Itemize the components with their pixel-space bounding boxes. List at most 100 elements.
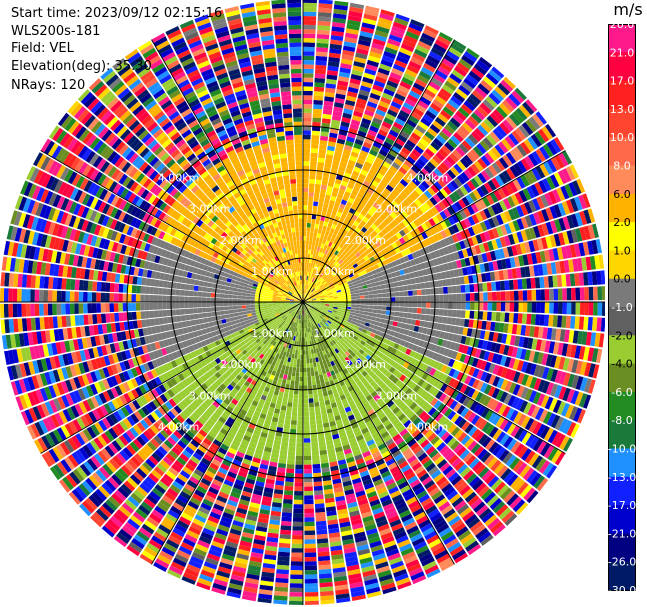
velocity-gate [410, 278, 416, 285]
velocity-gate [322, 318, 327, 323]
velocity-gate [341, 342, 347, 348]
velocity-gate [381, 293, 387, 298]
velocity-gate [303, 192, 309, 197]
velocity-gate [367, 226, 375, 234]
velocity-gate [271, 398, 277, 404]
velocity-gate [423, 321, 429, 328]
velocity-gate [334, 316, 340, 320]
velocity-gate [326, 78, 337, 85]
velocity-gate [491, 177, 501, 189]
velocity-gate [451, 350, 458, 360]
velocity-gate [344, 253, 350, 259]
velocity-gate [317, 365, 322, 371]
velocity-gate [406, 496, 418, 506]
velocity-gate [359, 423, 367, 431]
velocity-gate [562, 387, 571, 402]
velocity-gate [369, 149, 378, 157]
velocity-gate [400, 106, 412, 115]
velocity-gate [268, 406, 275, 413]
velocity-gate [329, 257, 334, 263]
velocity-gate [459, 230, 467, 240]
velocity-gate [359, 275, 365, 280]
velocity-gate [430, 469, 442, 480]
velocity-gate [323, 335, 327, 340]
velocity-gate [462, 396, 471, 407]
velocity-gate [429, 367, 437, 376]
velocity-gate [424, 480, 435, 490]
velocity-gate [420, 282, 426, 289]
velocity-gate [342, 149, 351, 156]
velocity-gate [275, 476, 285, 482]
velocity-gate [355, 458, 365, 465]
velocity-gate [308, 292, 313, 296]
velocity-gate [538, 180, 548, 194]
velocity-gate [437, 415, 447, 425]
velocity-gate [318, 0, 333, 5]
velocity-gate [431, 490, 443, 501]
velocity-gate [341, 290, 346, 294]
velocity-gate [245, 519, 257, 526]
velocity-gate [340, 286, 345, 290]
velocity-gate [326, 444, 335, 450]
velocity-gate [518, 336, 525, 348]
velocity-gate [418, 121, 429, 131]
velocity-gate [371, 474, 382, 483]
velocity-gate [304, 512, 315, 518]
velocity-gate [401, 76, 414, 86]
velocity-gate [314, 82, 325, 88]
velocity-gate [415, 186, 424, 196]
velocity-gate [306, 275, 309, 281]
velocity-gate [324, 303, 330, 305]
velocity-gate [378, 490, 389, 499]
velocity-gate [597, 302, 603, 316]
velocity-gate [315, 251, 319, 256]
velocity-gate [553, 341, 560, 355]
velocity-gate [504, 135, 516, 149]
velocity-gate [323, 235, 328, 241]
velocity-gate [334, 201, 341, 208]
velocity-gate [433, 315, 439, 323]
velocity-gate [311, 311, 316, 315]
velocity-gate [315, 379, 321, 385]
velocity-gate [298, 319, 301, 324]
velocity-gate [353, 220, 360, 227]
velocity-gate [319, 140, 328, 146]
velocity-gate [304, 455, 312, 461]
velocity-gate [291, 415, 297, 421]
velocity-gate [478, 56, 493, 69]
velocity-gate [354, 486, 365, 493]
velocity-gate [515, 347, 523, 359]
velocity-gate [464, 365, 472, 375]
velocity-gate [491, 387, 500, 399]
velocity-gate [313, 472, 322, 478]
velocity-gate [304, 319, 306, 324]
velocity-gate [427, 187, 436, 196]
velocity-gate [365, 330, 372, 336]
velocity-gate [388, 129, 399, 138]
velocity-gate [467, 237, 475, 247]
velocity-gate [537, 352, 544, 365]
velocity-gate [408, 168, 417, 177]
velocity-gate [436, 381, 444, 390]
velocity-gate [316, 215, 321, 221]
velocity-gate [383, 386, 391, 393]
velocity-gate [284, 370, 289, 376]
velocity-gate [372, 383, 380, 391]
velocity-gate [289, 600, 303, 605]
velocity-gate [461, 293, 466, 301]
velocity-gate [362, 206, 370, 213]
velocity-gate [446, 182, 456, 193]
velocity-gate [289, 596, 303, 602]
velocity-gate [587, 317, 593, 331]
velocity-gate [315, 415, 322, 421]
velocity-gate [287, 450, 296, 456]
velocity-gate [364, 482, 374, 490]
velocity-gate [557, 288, 563, 301]
velocity-gate [325, 404, 332, 410]
velocity-gate [267, 434, 275, 440]
velocity-gate [331, 289, 337, 293]
velocity-gate [420, 523, 433, 533]
velocity-gate [330, 465, 339, 472]
velocity-gate [451, 390, 460, 400]
velocity-gate [512, 207, 521, 219]
